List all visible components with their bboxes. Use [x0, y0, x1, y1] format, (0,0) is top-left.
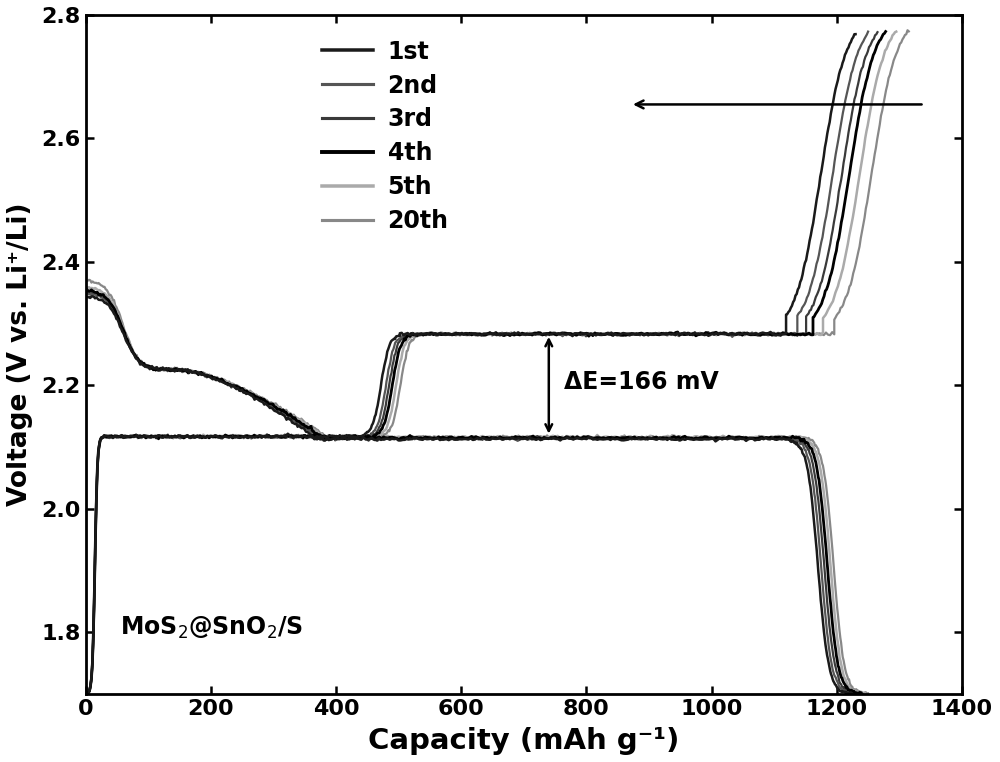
X-axis label: Capacity (mAh g⁻¹): Capacity (mAh g⁻¹)	[368, 727, 679, 755]
Text: ΔE=166 mV: ΔE=166 mV	[564, 370, 719, 394]
Text: MoS$_2$@SnO$_2$/S: MoS$_2$@SnO$_2$/S	[120, 615, 303, 642]
Legend: 1st, 2nd, 3rd, 4th, 5th, 20th: 1st, 2nd, 3rd, 4th, 5th, 20th	[312, 30, 458, 242]
Y-axis label: Voltage (V vs. Li⁺/Li): Voltage (V vs. Li⁺/Li)	[7, 203, 33, 506]
